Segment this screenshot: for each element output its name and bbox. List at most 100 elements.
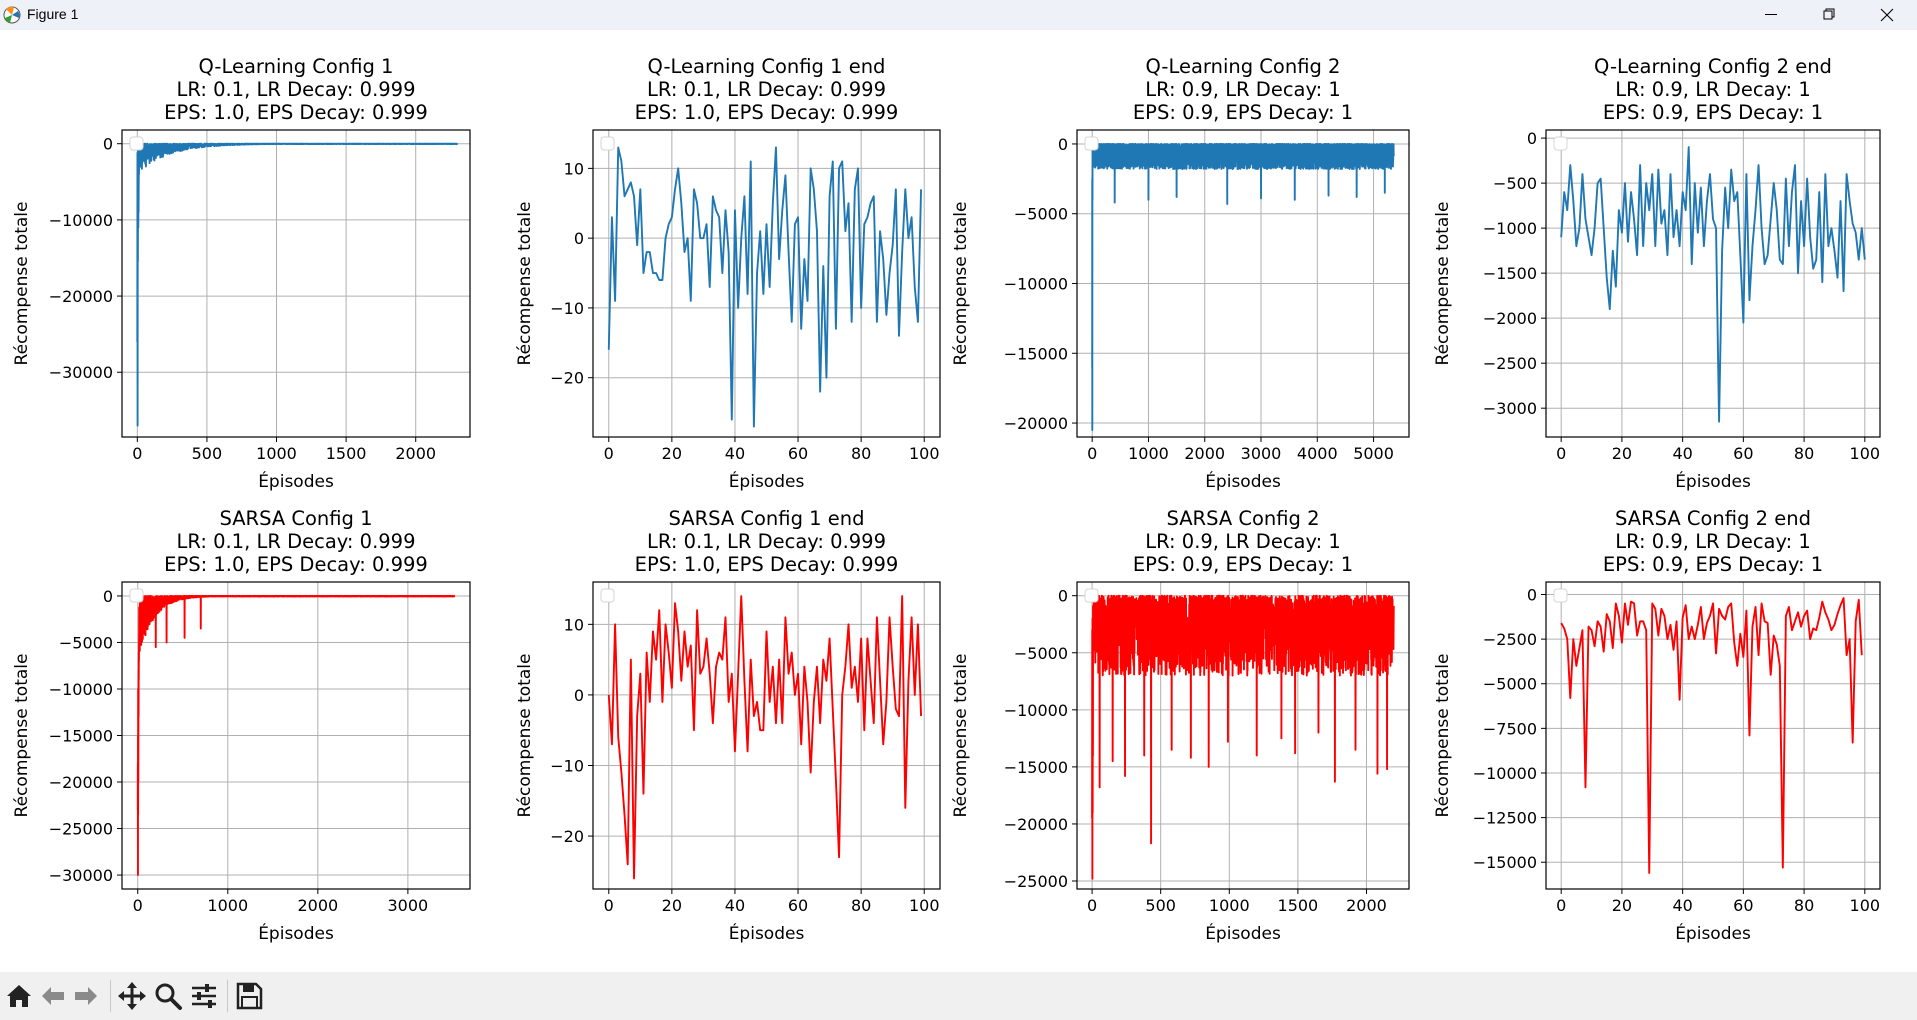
x-tick-label: 40 <box>1672 444 1692 463</box>
y-tick-label: −30000 <box>49 363 113 382</box>
y-tick-label: −20000 <box>1004 414 1068 433</box>
x-axis-label: Épisodes <box>258 470 334 492</box>
x-tick-label: 20 <box>1612 444 1632 463</box>
x-tick-label: 40 <box>725 444 745 463</box>
subplot-title-line: SARSA Config 2 <box>1166 507 1319 530</box>
forward-button[interactable] <box>70 980 102 1012</box>
x-tick-label: 1000 <box>1128 444 1169 463</box>
subplot-title-line: SARSA Config 1 end <box>668 507 864 530</box>
y-axis-label: Récompense totale <box>12 654 32 818</box>
subplot-title-line: EPS: 0.9, EPS Decay: 1 <box>1603 553 1823 576</box>
subplot-title-line: EPS: 0.9, EPS Decay: 1 <box>1603 101 1823 124</box>
y-tick-label: −10 <box>550 299 584 318</box>
empty-legend-box <box>1084 136 1099 151</box>
x-tick-label: 20 <box>1612 896 1632 915</box>
x-axis-label: Épisodes <box>1675 922 1751 944</box>
empty-legend-box <box>129 136 144 151</box>
pan-button[interactable] <box>116 980 148 1012</box>
y-tick-label: −10000 <box>1004 275 1068 294</box>
restore-icon <box>1823 8 1835 20</box>
y-tick-label: −30000 <box>49 866 113 885</box>
x-tick-label: 1500 <box>1278 896 1319 915</box>
subplot-title-line: LR: 0.9, LR Decay: 1 <box>1615 78 1811 101</box>
x-tick-label: 500 <box>192 444 223 463</box>
zoom-button[interactable] <box>152 980 184 1012</box>
subplot-title-line: Q-Learning Config 1 <box>199 55 394 78</box>
x-tick-label: 3000 <box>388 896 429 915</box>
x-tick-label: 2000 <box>1184 444 1225 463</box>
y-tick-label: 0 <box>574 686 584 705</box>
x-tick-label: 2000 <box>297 896 338 915</box>
y-axis-label: Récompense totale <box>951 202 971 366</box>
restore-button[interactable] <box>1800 0 1858 30</box>
x-tick-label: 0 <box>1556 896 1566 915</box>
x-tick-label: 100 <box>909 444 940 463</box>
y-tick-label: 0 <box>1058 587 1068 606</box>
y-axis-label: Récompense totale <box>951 654 971 818</box>
x-tick-label: 2000 <box>395 444 436 463</box>
subplot-title-line: LR: 0.1, LR Decay: 0.999 <box>647 78 886 101</box>
y-tick-label: −5000 <box>59 633 113 652</box>
home-icon <box>7 985 31 1007</box>
y-tick-label: −5000 <box>1014 644 1068 663</box>
configure-subplots-button[interactable] <box>188 980 220 1012</box>
series-line <box>1560 597 1863 874</box>
subplot-title-line: LR: 0.9, LR Decay: 1 <box>1145 530 1341 553</box>
x-tick-label: 5000 <box>1353 444 1394 463</box>
y-tick-label: 0 <box>1058 135 1068 154</box>
subplot-title-line: LR: 0.1, LR Decay: 0.999 <box>647 530 886 553</box>
axes-frame <box>592 129 941 438</box>
axes-frame <box>1545 129 1881 438</box>
subplot-title-line: EPS: 1.0, EPS Decay: 0.999 <box>635 553 899 576</box>
y-axis-label: Récompense totale <box>12 202 32 366</box>
x-tick-label: 60 <box>788 444 808 463</box>
back-button[interactable] <box>37 980 69 1012</box>
subplot-5: 0 1000 2000 3000 0 −5000 −10000 −15000 −20000 −25… <box>12 507 471 944</box>
home-button[interactable] <box>3 980 35 1012</box>
x-tick-label: 20 <box>662 444 682 463</box>
subplot-4: 0 20 40 60 80 100 0 −500 −1000 −1500 −2000 −2500 −30… <box>1433 55 1881 492</box>
y-tick-label: −5000 <box>1014 205 1068 224</box>
subplot-title-line: EPS: 1.0, EPS Decay: 0.999 <box>164 553 428 576</box>
empty-legend-box <box>1553 136 1568 151</box>
y-tick-label: −25000 <box>49 820 113 839</box>
back-arrow-icon <box>42 987 64 1005</box>
x-tick-label: 60 <box>1733 896 1753 915</box>
minimize-button[interactable] <box>1742 0 1800 30</box>
subplot-title-line: SARSA Config 1 <box>219 507 372 530</box>
subplot-title-line: Q-Learning Config 2 <box>1146 55 1341 78</box>
x-tick-label: 2000 <box>1346 896 1387 915</box>
close-button[interactable] <box>1858 0 1916 30</box>
subplot-title-line: EPS: 1.0, EPS Decay: 0.999 <box>635 101 899 124</box>
subplot-7: 0 500 1000 1500 2000 0 −5000 −10000 −15000 −20000… <box>951 507 1410 944</box>
y-tick-label: −15000 <box>1004 344 1068 363</box>
axes-frame <box>1545 581 1881 890</box>
subplot-1: 0 500 1000 1500 2000 0 −10000 −20000 −30000 Q-Lea… <box>12 55 471 492</box>
minimize-icon <box>1765 14 1777 15</box>
y-tick-label: −15000 <box>1004 758 1068 777</box>
save-button[interactable] <box>233 980 265 1012</box>
empty-legend-box <box>600 136 615 151</box>
x-tick-label: 40 <box>1672 896 1692 915</box>
x-axis-label: Épisodes <box>729 922 805 944</box>
series-line <box>607 595 923 880</box>
y-tick-label: −3000 <box>1483 399 1537 418</box>
toolbar-separator <box>227 980 228 1012</box>
x-tick-label: 100 <box>1850 896 1881 915</box>
subplot-title-line: Q-Learning Config 1 end <box>648 55 886 78</box>
x-tick-label: 80 <box>851 444 871 463</box>
x-axis-label: Épisodes <box>729 470 805 492</box>
subplot-title-line: LR: 0.9, LR Decay: 1 <box>1615 530 1811 553</box>
x-tick-label: 1000 <box>256 444 297 463</box>
y-tick-label: −12500 <box>1473 809 1537 828</box>
subplot-title-line: EPS: 1.0, EPS Decay: 0.999 <box>164 101 428 124</box>
window-titlebar: Figure 1 <box>0 0 1917 30</box>
y-tick-label: −500 <box>1493 174 1537 193</box>
x-axis-label: Épisodes <box>1205 922 1281 944</box>
y-tick-label: −15000 <box>49 727 113 746</box>
y-tick-label: 0 <box>1527 585 1537 604</box>
save-icon <box>236 982 263 1010</box>
y-tick-label: −10 <box>550 756 584 775</box>
series-line <box>136 142 459 427</box>
